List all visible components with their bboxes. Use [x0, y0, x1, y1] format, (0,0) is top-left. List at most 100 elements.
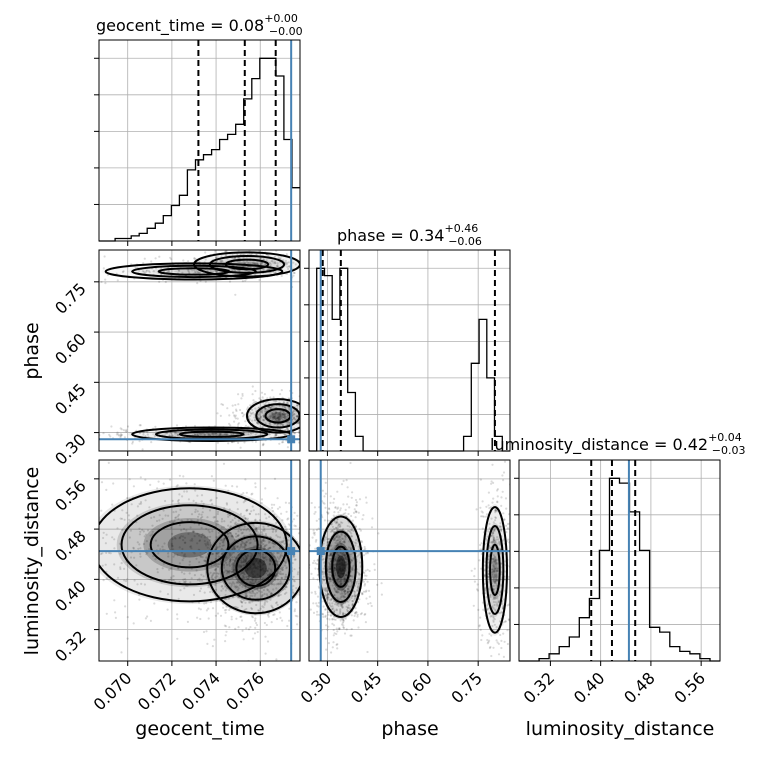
- sample-point: [255, 441, 257, 443]
- sample-point: [325, 482, 327, 484]
- sample-point: [48, 573, 50, 575]
- sample-point: [61, 570, 63, 572]
- sample-point: [323, 605, 325, 607]
- sample-point: [303, 567, 305, 569]
- sample-point: [316, 614, 318, 616]
- sample-point: [313, 581, 315, 583]
- sample-point: [305, 481, 307, 483]
- sample-point: [312, 537, 314, 539]
- sample-point: [264, 487, 266, 489]
- sample-point: [325, 649, 327, 651]
- sample-point: [88, 435, 90, 437]
- sample-point: [304, 416, 306, 418]
- sample-point: [363, 572, 365, 574]
- sample-point: [337, 511, 339, 513]
- panel-luminosity-distance-histogram: [514, 460, 720, 666]
- sample-point: [249, 626, 251, 628]
- sample-point: [262, 443, 264, 445]
- sample-point: [242, 492, 244, 494]
- sample-point: [349, 635, 351, 637]
- sample-point: [343, 662, 345, 664]
- sample-point: [140, 424, 142, 426]
- sample-point: [306, 576, 308, 578]
- sample-point: [314, 634, 316, 636]
- sample-point: [176, 618, 178, 620]
- sample-point: [154, 426, 156, 428]
- sample-point: [359, 498, 361, 500]
- sample-point: [480, 479, 482, 481]
- sample-point: [263, 246, 265, 248]
- sample-point: [241, 412, 243, 414]
- sample-point: [252, 638, 254, 640]
- sample-point: [505, 497, 507, 499]
- sample-point: [146, 615, 148, 617]
- sample-point: [505, 525, 507, 527]
- sample-point: [133, 622, 135, 624]
- sample-point: [59, 270, 61, 272]
- sample-point: [204, 251, 206, 253]
- sample-point: [228, 423, 230, 425]
- sample-point: [364, 546, 366, 548]
- sample-point: [258, 397, 260, 399]
- sample-point: [488, 504, 490, 506]
- sample-point: [325, 637, 327, 639]
- sample-point: [333, 493, 335, 495]
- sample-point: [507, 527, 509, 529]
- sample-point: [312, 602, 314, 604]
- sample-point: [240, 616, 242, 618]
- sample-point: [206, 609, 208, 611]
- sample-point: [341, 483, 343, 485]
- sample-point: [317, 596, 319, 598]
- sample-point: [342, 503, 344, 505]
- sample-point: [310, 573, 312, 575]
- sample-point: [306, 388, 308, 390]
- sample-point: [327, 614, 329, 616]
- sample-point: [155, 257, 157, 259]
- sample-point: [262, 396, 264, 398]
- sample-point: [315, 541, 317, 543]
- sample-point: [220, 403, 222, 405]
- sample-point: [474, 581, 476, 583]
- sample-point: [322, 616, 324, 618]
- histogram-step: [309, 268, 510, 451]
- sample-point: [108, 462, 110, 464]
- sample-point: [142, 448, 144, 450]
- sample-point: [244, 280, 246, 282]
- sample-point: [313, 424, 315, 426]
- sample-point: [318, 602, 320, 604]
- sample-point: [278, 443, 280, 445]
- sample-point: [514, 569, 516, 571]
- sample-point: [88, 429, 90, 431]
- histogram-step: [519, 478, 720, 661]
- sample-point: [300, 431, 302, 433]
- sample-point: [334, 632, 336, 634]
- sample-point: [471, 570, 473, 572]
- sample-point: [302, 436, 304, 438]
- sample-point: [281, 275, 283, 277]
- sample-point: [323, 495, 325, 497]
- sample-point: [311, 522, 313, 524]
- sample-point: [326, 629, 328, 631]
- sample-point: [243, 638, 245, 640]
- sample-point: [477, 583, 479, 585]
- sample-point: [220, 615, 222, 617]
- sample-point: [330, 651, 332, 653]
- sample-point: [120, 651, 122, 653]
- xlabel-phase: phase: [381, 718, 438, 740]
- sample-point: [86, 262, 88, 264]
- sample-point: [354, 615, 356, 617]
- sample-point: [306, 585, 308, 587]
- sample-point: [302, 423, 304, 425]
- sample-point: [350, 515, 352, 517]
- sample-point: [118, 434, 120, 436]
- sample-point: [57, 531, 59, 533]
- sample-point: [363, 554, 365, 556]
- sample-point: [187, 260, 189, 262]
- sample-point: [302, 547, 304, 549]
- sample-point: [212, 645, 214, 647]
- sample-point: [293, 525, 295, 527]
- sample-point: [479, 544, 481, 546]
- sample-point: [332, 261, 334, 263]
- sample-point: [500, 505, 502, 507]
